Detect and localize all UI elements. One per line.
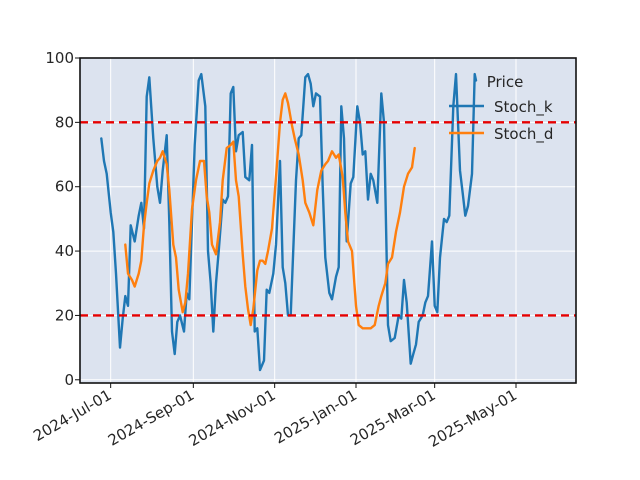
y-tick-label: 20 [55,306,74,324]
y-tick-label: 80 [55,113,74,131]
x-tick-label: 2024-Nov-01 [186,386,279,450]
y-tick-label: 100 [45,49,74,67]
legend: Price Stoch_k Stoch_d [449,73,553,144]
threshold-layer [80,121,576,317]
x-tick-label: 2025-Mar-01 [347,386,439,449]
x-tick-label: 2025-Jan-01 [271,386,360,448]
plot-frame [79,57,577,384]
x-tick-label: 2025-May-01 [425,386,520,451]
legend-entries: Stoch_k Stoch_d [449,98,553,144]
y-tick-label: 0 [64,371,74,389]
legend-label: Stoch_d [494,125,553,144]
y-tick-label: 60 [55,178,74,196]
legend-title: Price [487,73,524,91]
y-tick-label: 40 [55,242,74,260]
x-tick-label: 2024-Sep-01 [105,386,197,450]
x-axis: 2024-Jul-012024-Sep-012024-Nov-012025-Ja… [30,383,520,451]
y-axis: 0 20 40 60 80 100 [45,49,80,389]
series-line-stoch-d [124,92,416,330]
x-tick-label: 2024-Jul-01 [30,386,114,445]
plot-background [80,58,576,383]
legend-label: Stoch_k [494,98,553,117]
